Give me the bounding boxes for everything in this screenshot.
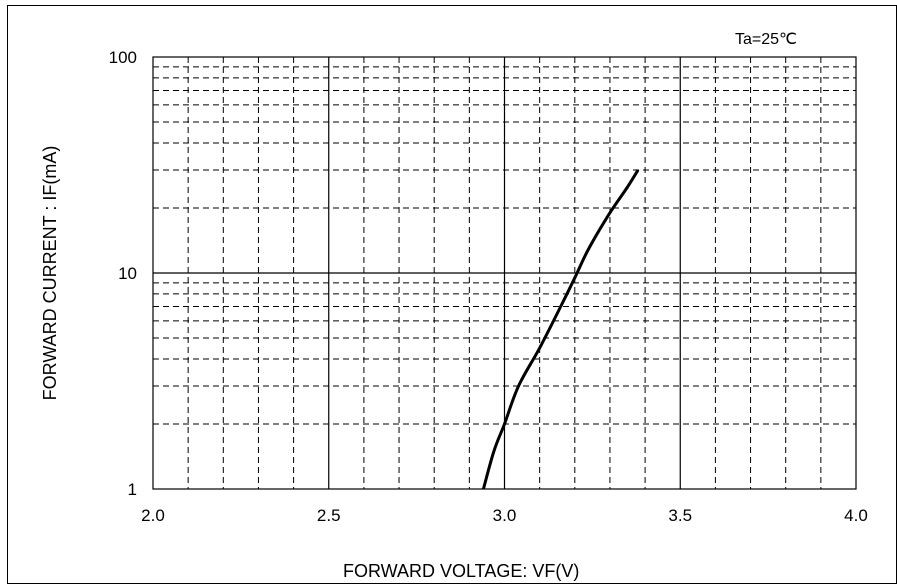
- outer-frame: [7, 5, 897, 584]
- major-grid: [153, 57, 856, 489]
- y-tick-label: 1: [128, 480, 137, 499]
- plot-area-border: [152, 56, 857, 490]
- series-line: [481, 169, 640, 490]
- y-tick-labels: 1 10 100: [109, 48, 137, 499]
- x-tick-labels: 2.0 2.5 3.0 3.5 4.0: [141, 506, 868, 525]
- y-tick-label: 10: [118, 264, 137, 283]
- x-tick-label: 3.5: [668, 506, 692, 525]
- x-tick-label: 2.5: [317, 506, 341, 525]
- x-tick-label: 4.0: [844, 506, 868, 525]
- x-tick-label: 2.0: [141, 506, 165, 525]
- y-axis-title: FORWARD CURRENT : IF(mA): [40, 146, 60, 401]
- x-tick-label: 3.0: [493, 506, 517, 525]
- y-tick-label: 100: [109, 48, 137, 67]
- series-group: [481, 169, 640, 490]
- temperature-annotation: Ta=25℃: [735, 31, 797, 48]
- x-axis-title: FORWARD VOLTAGE: VF(V): [343, 561, 579, 581]
